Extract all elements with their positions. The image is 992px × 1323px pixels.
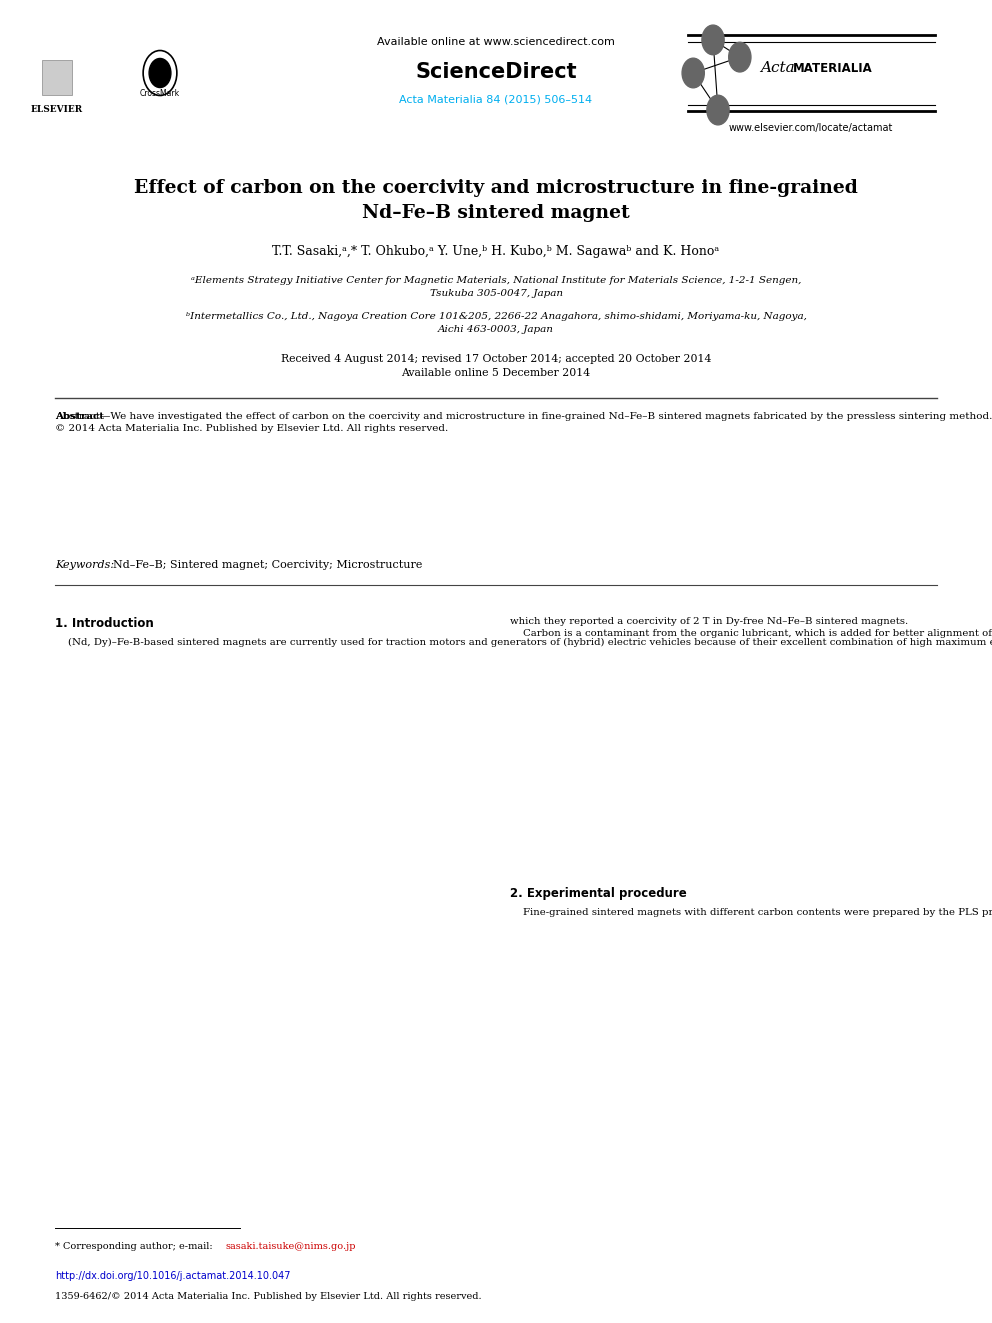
Text: Available online at www.sciencedirect.com: Available online at www.sciencedirect.co…: [377, 37, 615, 48]
Text: Keywords:: Keywords:: [55, 560, 114, 570]
Text: 2. Experimental procedure: 2. Experimental procedure: [510, 886, 686, 900]
Text: Nd–Fe–B; Sintered magnet; Coercivity; Microstructure: Nd–Fe–B; Sintered magnet; Coercivity; Mi…: [113, 560, 423, 570]
Text: Nd–Fe–B sintered magnet: Nd–Fe–B sintered magnet: [362, 204, 630, 222]
Text: Fine-grained sintered magnets with different carbon contents were prepared by th: Fine-grained sintered magnets with diffe…: [510, 908, 992, 917]
Text: which they reported a coercivity of 2 T in Dy-free Nd–Fe–B sintered magnets.
   : which they reported a coercivity of 2 T …: [510, 617, 992, 638]
Text: ᵇIntermetallics Co., Ltd., Nagoya Creation Core 101&205, 2266-22 Anagahora, shim: ᵇIntermetallics Co., Ltd., Nagoya Creati…: [186, 312, 806, 333]
Bar: [42, 60, 72, 95]
Text: ᵃElements Strategy Initiative Center for Magnetic Materials, National Institute : ᵃElements Strategy Initiative Center for…: [190, 277, 802, 298]
Text: MATERIALIA: MATERIALIA: [793, 61, 873, 74]
Text: * Corresponding author; e-mail:: * Corresponding author; e-mail:: [55, 1242, 215, 1252]
Text: Acta Materialia 84 (2015) 506–514: Acta Materialia 84 (2015) 506–514: [400, 95, 592, 105]
Circle shape: [702, 25, 724, 54]
Circle shape: [729, 42, 751, 71]
Text: CrossMark: CrossMark: [140, 89, 181, 98]
Circle shape: [682, 58, 704, 87]
Circle shape: [149, 58, 171, 87]
Text: Acta: Acta: [760, 61, 795, 75]
Text: 1359-6462/© 2014 Acta Materialia Inc. Published by Elsevier Ltd. All rights rese: 1359-6462/© 2014 Acta Materialia Inc. Pu…: [55, 1293, 482, 1301]
Text: sasaki.taisuke@nims.go.jp: sasaki.taisuke@nims.go.jp: [225, 1242, 355, 1252]
Text: 1. Introduction: 1. Introduction: [55, 617, 154, 630]
Text: www.elsevier.com/locate/actamat: www.elsevier.com/locate/actamat: [729, 123, 893, 134]
Circle shape: [707, 95, 729, 124]
Text: ScienceDirect: ScienceDirect: [416, 62, 576, 82]
Text: Abstract: Abstract: [55, 411, 104, 421]
Text: Abstract—We have investigated the effect of carbon on the coercivity and microst: Abstract—We have investigated the effect…: [55, 411, 992, 433]
Text: (Nd, Dy)–Fe-B-based sintered magnets are currently used for traction motors and : (Nd, Dy)–Fe-B-based sintered magnets are…: [55, 638, 992, 647]
Text: T.T. Sasaki,ᵃ,* T. Ohkubo,ᵃ Y. Une,ᵇ H. Kubo,ᵇ M. Sagawaᵇ and K. Honoᵃ: T.T. Sasaki,ᵃ,* T. Ohkubo,ᵃ Y. Une,ᵇ H. …: [273, 246, 719, 258]
Text: Received 4 August 2014; revised 17 October 2014; accepted 20 October 2014
Availa: Received 4 August 2014; revised 17 Octob…: [281, 353, 711, 378]
Text: ELSEVIER: ELSEVIER: [31, 106, 83, 115]
Text: Effect of carbon on the coercivity and microstructure in fine-grained: Effect of carbon on the coercivity and m…: [134, 179, 858, 197]
Text: http://dx.doi.org/10.1016/j.actamat.2014.10.047: http://dx.doi.org/10.1016/j.actamat.2014…: [55, 1271, 291, 1281]
